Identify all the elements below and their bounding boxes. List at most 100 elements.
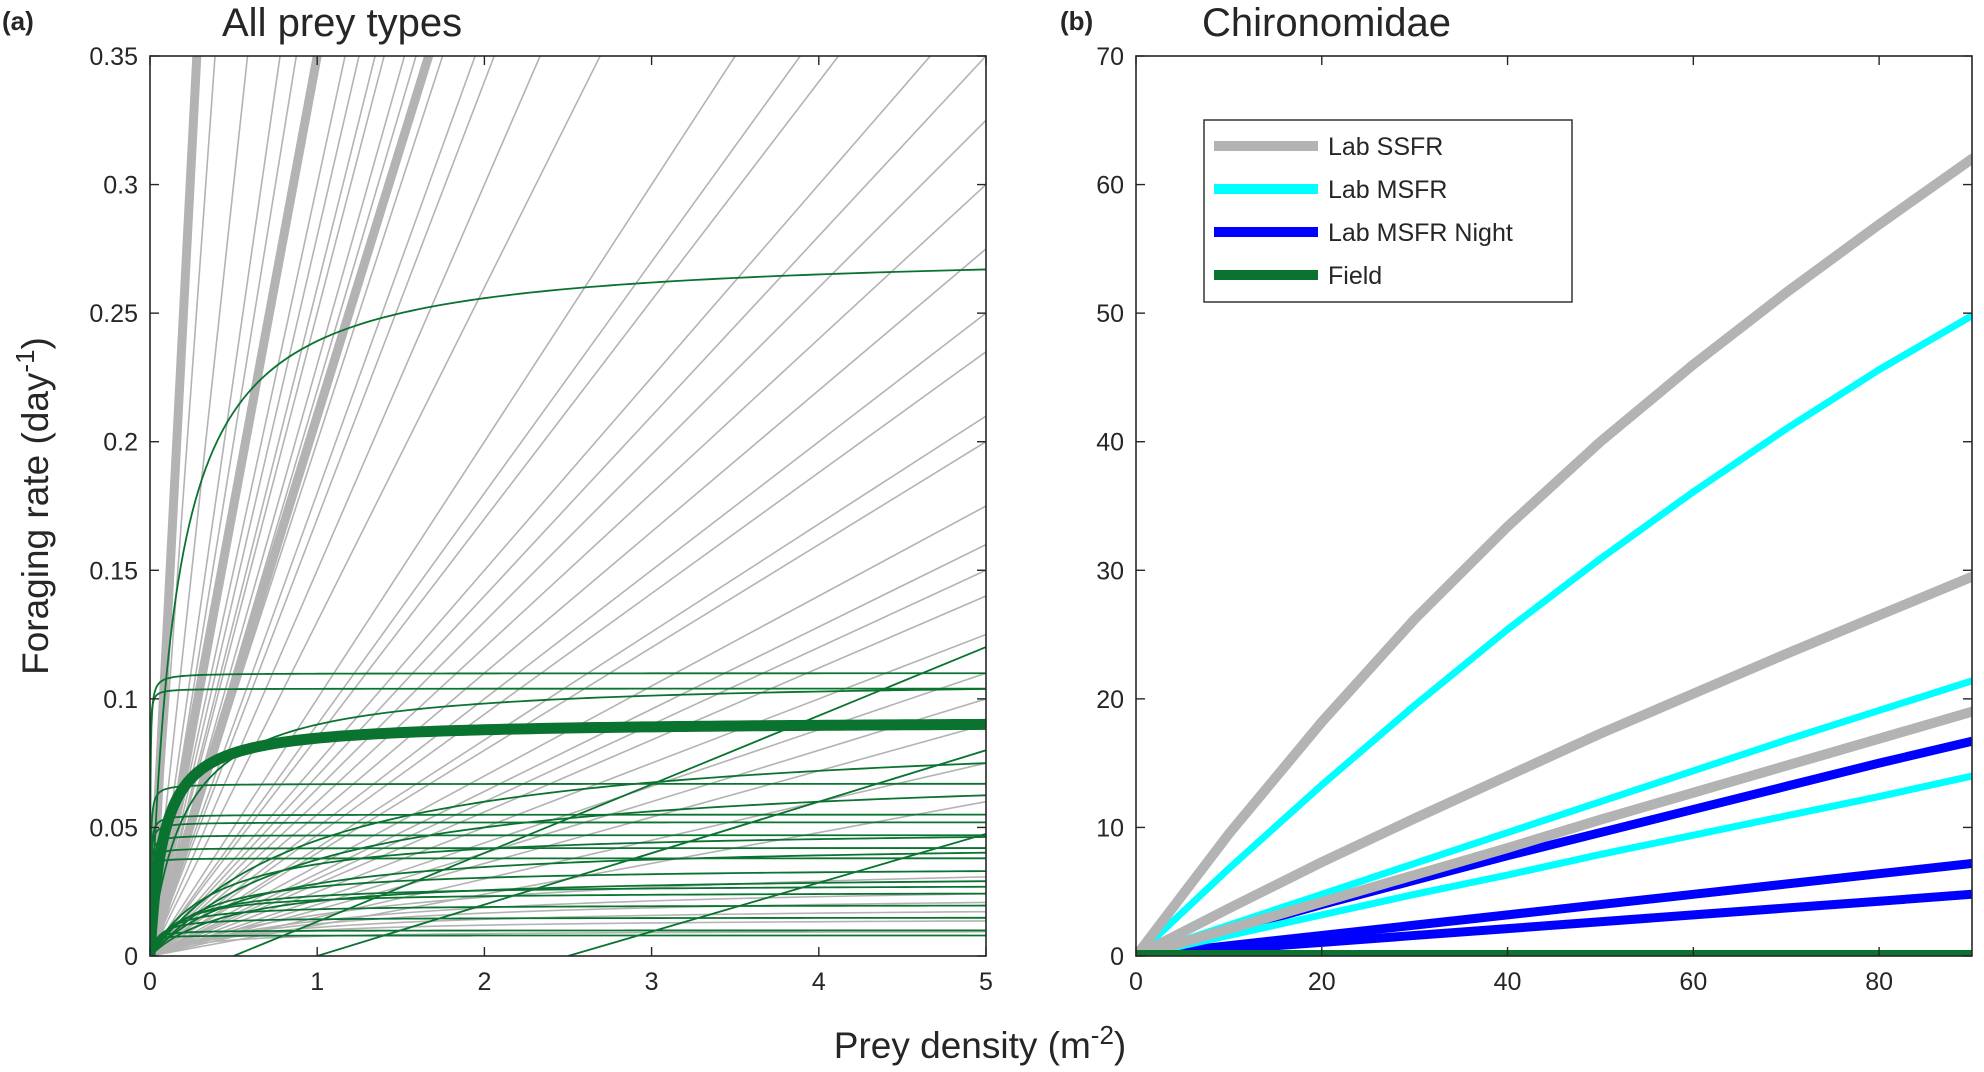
field-curve-10 <box>150 834 986 956</box>
b-ytick-label-0: 0 <box>1110 943 1124 971</box>
b-ytick-label-1: 10 <box>1096 814 1124 842</box>
lab-line-10 <box>150 56 444 956</box>
lab-line-16 <box>150 56 802 956</box>
lab-line-25 <box>150 415 986 956</box>
legend-label-lab-ssfr: Lab SSFR <box>1328 133 1443 161</box>
b-series-line-0 <box>1136 153 1972 956</box>
b-series-line-5 <box>1136 772 1972 956</box>
lab-line-19 <box>150 56 986 956</box>
field-curve-1 <box>150 672 986 956</box>
lab-line-22 <box>150 248 986 956</box>
b-xtick-label-3: 60 <box>1679 968 1707 996</box>
panel-a: 0 1 2 3 4 5 0 0.05 0.1 0.15 0.2 0.25 0.3 0.35 (a) All… <box>2 1 993 996</box>
lab-line-33 <box>150 698 986 956</box>
panel-b-axes-box <box>1135 55 1973 957</box>
legend-label-lab-msfr-night: Lab MSFR Night <box>1328 219 1513 247</box>
b-ytick-label-7: 70 <box>1096 43 1124 71</box>
x-axis-label: Prey density (m-2) <box>834 1020 1126 1066</box>
b-series-line-3 <box>1136 677 1972 956</box>
field-line-0 <box>233 646 986 956</box>
lab-line-6 <box>150 56 376 956</box>
field-curve-13 <box>150 857 986 956</box>
field-line-1 <box>316 749 986 956</box>
a-xtick-label-2: 2 <box>477 968 491 996</box>
a-ytick-label-6: 0.3 <box>103 172 138 200</box>
lab-line-14 <box>150 56 602 956</box>
a-xtick-label-4: 4 <box>812 968 826 996</box>
field-curve-19 <box>150 916 986 956</box>
lab-line-24 <box>150 351 986 956</box>
field-curve-20 <box>150 929 986 956</box>
field-curve-17 <box>150 892 986 956</box>
lab-line-34 <box>150 723 986 956</box>
b-xtick-label-0: 0 <box>1129 968 1143 996</box>
b-series-line-2 <box>1136 571 1972 956</box>
b-series-line-1 <box>1136 312 1972 956</box>
a-xtick-label-3: 3 <box>645 968 659 996</box>
lab-mean-line-2 <box>150 56 434 956</box>
a-ytick-label-4: 0.2 <box>103 429 138 457</box>
a-xtick-label-0: 0 <box>143 968 157 996</box>
lab-line-11 <box>150 56 476 956</box>
lab-line-8 <box>150 56 406 956</box>
lab-line-17 <box>150 56 840 956</box>
lab-line-4 <box>150 56 346 956</box>
field-curve-3 <box>150 687 986 956</box>
b-series-line-7 <box>1136 858 1972 956</box>
field-curve-8 <box>150 821 986 956</box>
panel-b-label: (b) <box>1060 6 1093 36</box>
a-ytick-label-7: 0.35 <box>89 43 138 71</box>
field-line-2 <box>567 832 986 956</box>
a-ytick-label-5: 0.25 <box>89 300 138 328</box>
legend-label-field: Field <box>1328 262 1382 290</box>
lab-line-18 <box>150 56 932 956</box>
lab-line-21 <box>150 183 986 956</box>
field-curve-12 <box>150 847 986 956</box>
legend-label-lab-msfr: Lab MSFR <box>1328 176 1447 204</box>
a-xtick-label-5: 5 <box>979 968 993 996</box>
b-series-line-8 <box>1136 889 1972 956</box>
b-ytick-label-4: 40 <box>1096 429 1124 457</box>
field-curve-2 <box>150 688 986 956</box>
panel-b-title: Chironomidae <box>1202 1 1451 45</box>
b-ytick-label-2: 20 <box>1096 686 1124 714</box>
lab-line-13 <box>150 56 542 956</box>
b-ytick-label-5: 50 <box>1096 300 1124 328</box>
field-curve-6 <box>150 782 986 956</box>
field-curve-18 <box>150 904 986 956</box>
b-xtick-label-2: 40 <box>1494 968 1522 996</box>
lab-line-20 <box>150 119 986 956</box>
b-ytick-label-6: 60 <box>1096 172 1124 200</box>
a-ytick-label-3: 0.15 <box>89 557 138 585</box>
legend: Lab SSFR Lab MSFR Lab MSFR Night Field <box>1203 119 1573 303</box>
a-ytick-label-0: 0 <box>124 943 138 971</box>
lab-line-28 <box>150 543 986 956</box>
field-curve-21 <box>150 934 986 956</box>
panel-a-axes-box <box>149 55 987 957</box>
panel-b-ticks: 0 20 40 60 80 0 10 20 30 40 50 60 70 <box>1096 43 1972 996</box>
lab-mean-line-1 <box>150 56 322 956</box>
a-ytick-label-1: 0.05 <box>89 814 138 842</box>
lab-line-9 <box>150 56 417 956</box>
lab-line-29 <box>150 569 986 956</box>
field-curve-0 <box>150 268 986 956</box>
lab-line-30 <box>150 595 986 956</box>
y-axis-label: Foraging rate (day-1) <box>10 337 56 675</box>
lab-line-7 <box>150 56 385 956</box>
b-ytick-label-3: 30 <box>1096 557 1124 585</box>
a-xtick-label-1: 1 <box>310 968 324 996</box>
b-xtick-label-1: 20 <box>1308 968 1336 996</box>
panel-a-title: All prey types <box>222 1 462 45</box>
panel-a-label: (a) <box>2 6 34 36</box>
lab-line-3 <box>150 56 298 956</box>
panel-b: 0 20 40 60 80 0 10 20 30 40 50 60 70 (b) Chironomida… <box>1060 1 1973 996</box>
panel-b-lines <box>1136 153 1972 956</box>
a-ytick-label-2: 0.1 <box>103 686 138 714</box>
b-xtick-label-4: 80 <box>1865 968 1893 996</box>
panel-a-ticks: 0 1 2 3 4 5 0 0.05 0.1 0.15 0.2 0.25 0.3 0.35 <box>89 43 993 996</box>
b-series-line-4 <box>1136 706 1972 956</box>
field-mean-curve <box>150 718 986 956</box>
panel-a-lines <box>150 56 986 956</box>
lab-line-12 <box>150 56 496 956</box>
